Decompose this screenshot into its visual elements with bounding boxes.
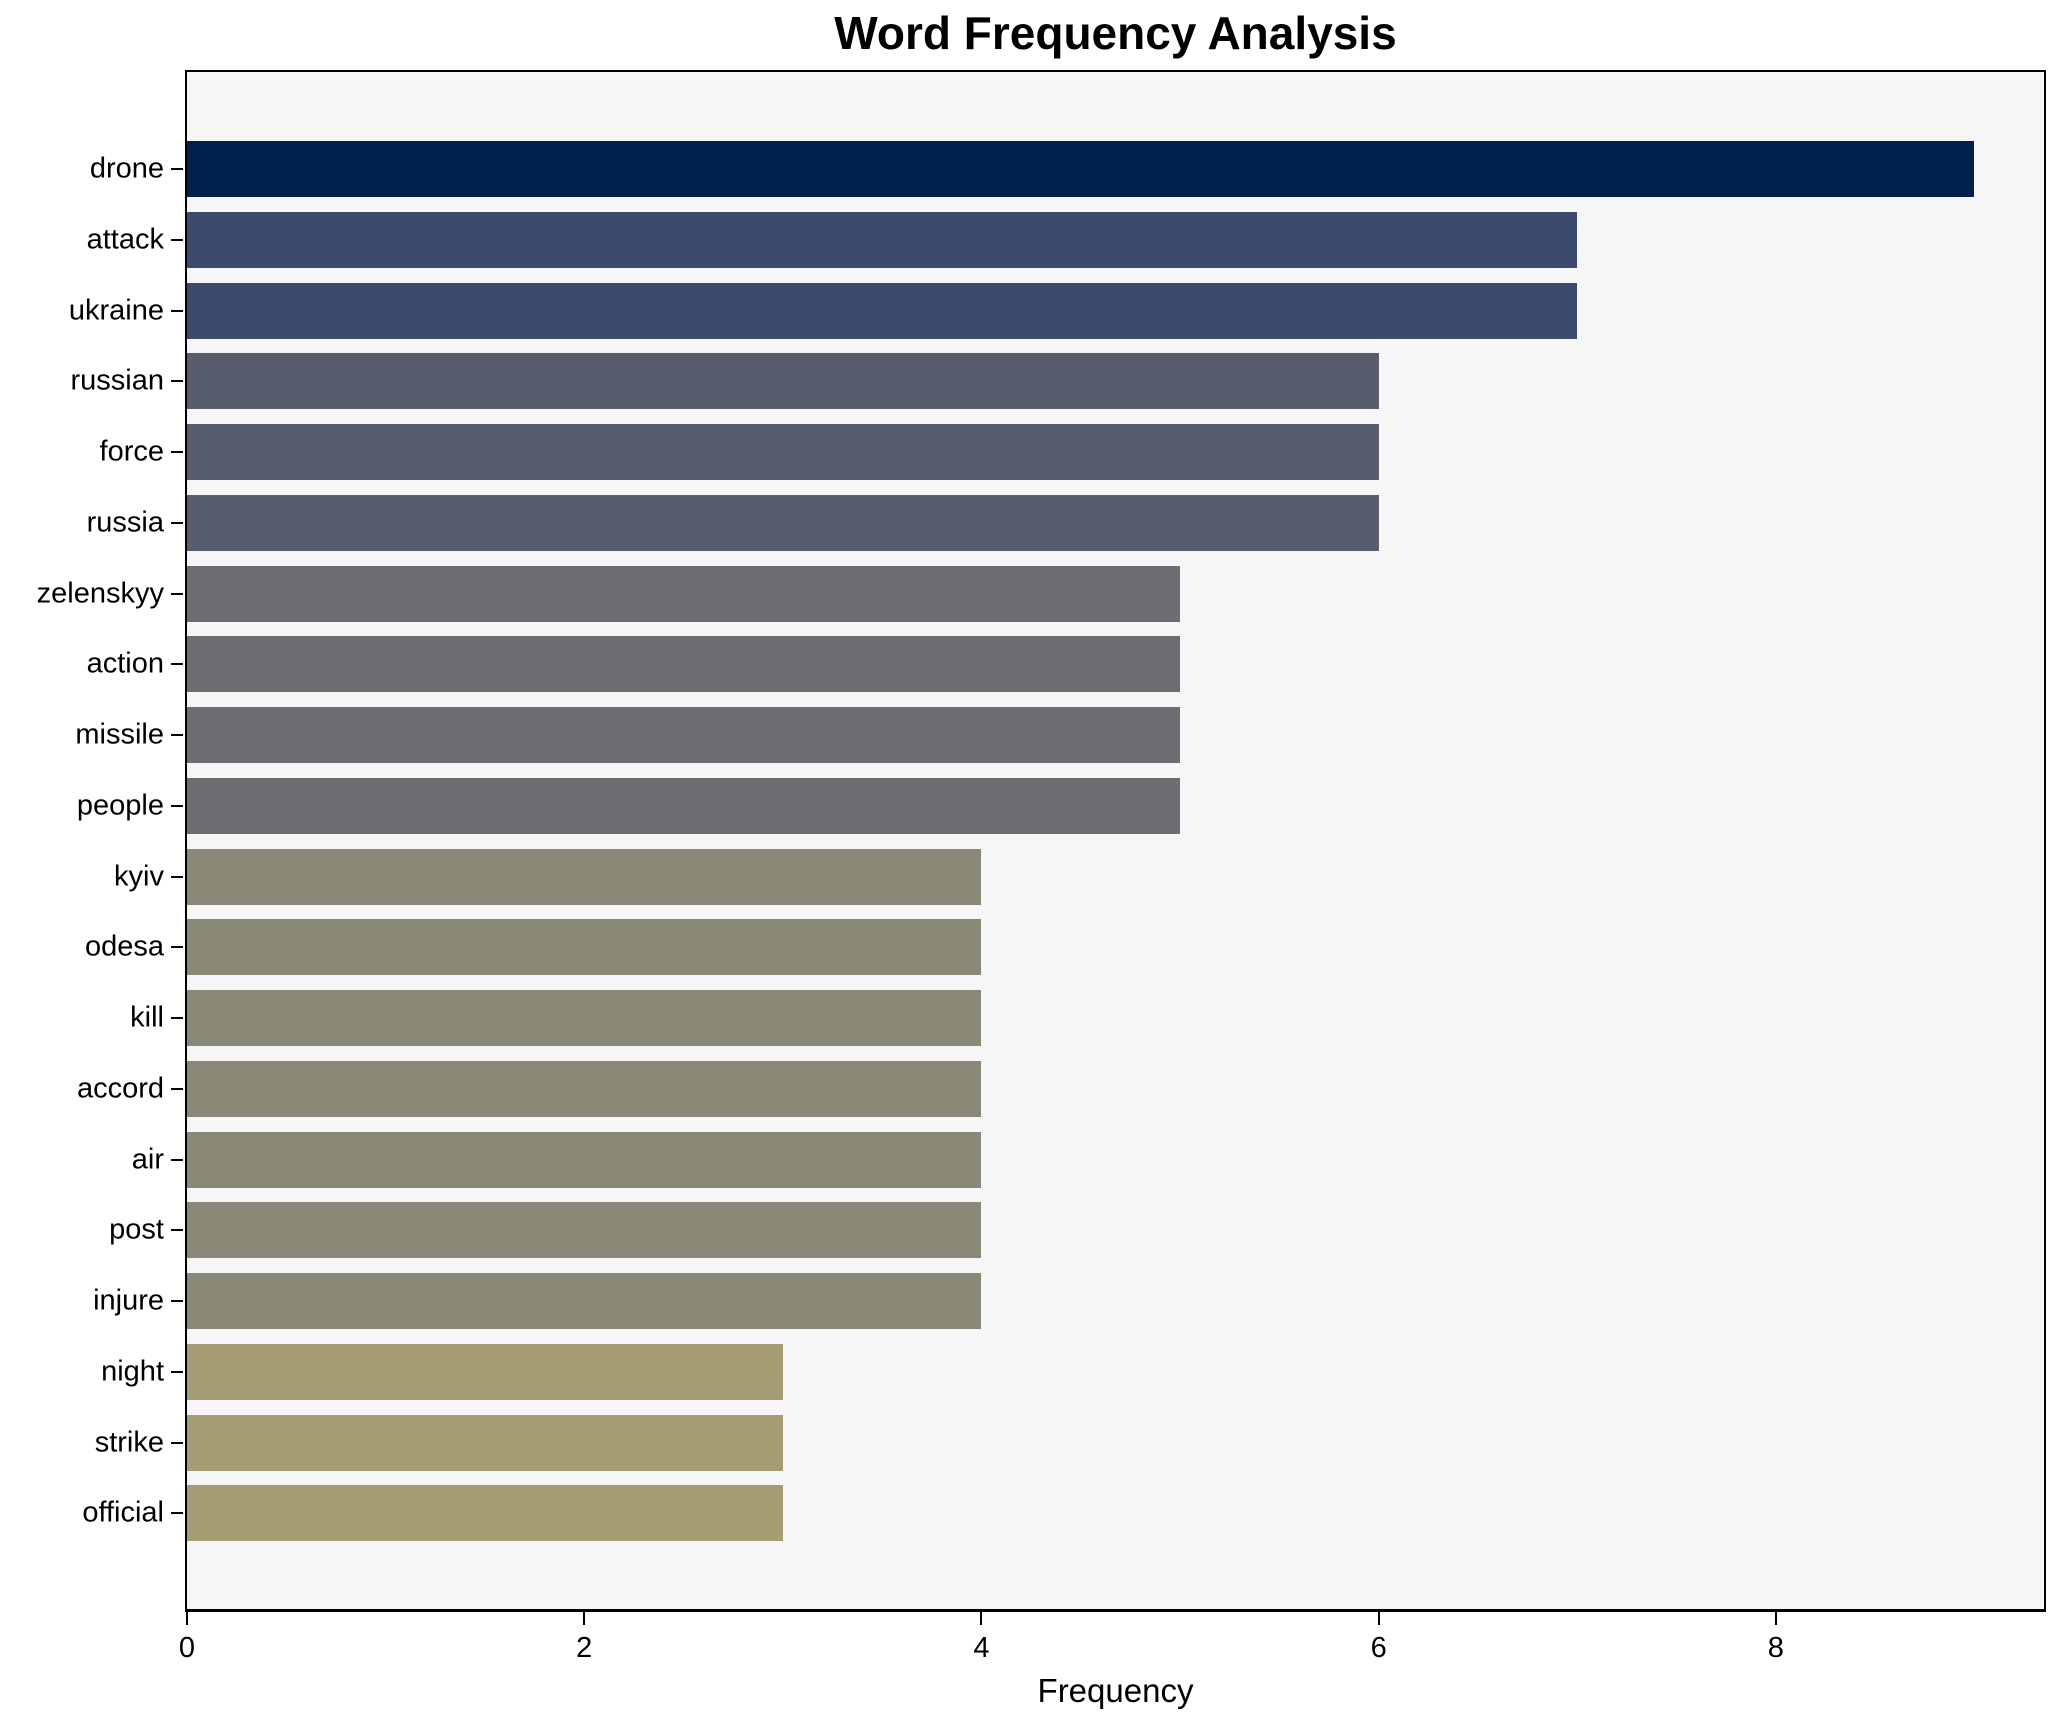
- y-tick-label-russia: russia: [86, 506, 164, 539]
- bar-russia: [187, 494, 1379, 551]
- y-tick-label-action: action: [86, 647, 164, 680]
- bar-injure: [187, 1273, 982, 1329]
- y-tick-label-zelenskyy: zelenskyy: [36, 577, 164, 609]
- y-tick-label-strike: strike: [94, 1426, 164, 1458]
- y-tick-mark: [171, 238, 183, 241]
- y-tick-mark: [171, 734, 183, 736]
- y-tick-mark: [171, 875, 183, 878]
- x-tick-mark: [186, 1612, 188, 1625]
- y-tick-label-missile: missile: [75, 718, 164, 751]
- y-tick-label-force: force: [99, 435, 164, 468]
- x-tick-label-2: 2: [576, 1632, 593, 1664]
- y-tick-label-official: official: [82, 1496, 164, 1529]
- y-tick-mark: [171, 451, 183, 453]
- bar-missile: [187, 707, 1181, 763]
- x-tick-label-0: 0: [178, 1632, 196, 1664]
- y-tick-mark: [171, 1512, 183, 1515]
- bar-people: [187, 777, 1181, 834]
- bar-post: [187, 1202, 982, 1259]
- y-tick-label-post: post: [109, 1213, 164, 1246]
- chart-title: Word Frequency Analysis: [834, 7, 1397, 59]
- y-tick-label-drone: drone: [89, 152, 164, 185]
- y-tick-label-air: air: [131, 1143, 164, 1175]
- bar-kyiv: [187, 848, 982, 905]
- plot-area: [185, 70, 2046, 1612]
- bar-action: [187, 636, 1181, 693]
- y-tick-label-odesa: odesa: [84, 930, 164, 963]
- bar-odesa: [187, 919, 982, 976]
- bar-ukraine: [187, 282, 1578, 339]
- x-tick-mark: [1377, 1612, 1380, 1625]
- y-tick-mark: [171, 1017, 183, 1019]
- y-tick-mark: [171, 1158, 183, 1161]
- y-tick-mark: [171, 946, 183, 949]
- x-tick-label-4: 4: [973, 1632, 990, 1664]
- bar-air: [187, 1131, 982, 1188]
- y-tick-mark: [171, 663, 183, 666]
- bar-force: [187, 424, 1379, 480]
- x-tick-mark: [980, 1612, 983, 1625]
- bar-attack: [187, 211, 1578, 268]
- y-tick-label-attack: attack: [86, 223, 164, 256]
- y-tick-mark: [171, 1370, 183, 1373]
- bar-zelenskyy: [187, 565, 1181, 622]
- y-tick-label-kill: kill: [130, 1001, 164, 1034]
- y-tick-mark: [171, 1300, 183, 1302]
- y-tick-mark: [171, 168, 183, 170]
- y-tick-mark: [171, 1441, 183, 1444]
- bar-night: [187, 1343, 783, 1400]
- y-tick-label-accord: accord: [76, 1072, 164, 1105]
- y-tick-label-russian: russian: [70, 364, 165, 397]
- x-tick-mark: [1774, 1612, 1777, 1625]
- x-axis-label: Frequency: [1037, 1672, 1194, 1709]
- bar-accord: [187, 1060, 982, 1117]
- y-tick-mark: [171, 309, 183, 312]
- y-tick-label-ukraine: ukraine: [68, 294, 164, 326]
- y-tick-label-night: night: [101, 1355, 164, 1388]
- bar-strike: [187, 1414, 783, 1471]
- y-tick-label-kyiv: kyiv: [114, 860, 164, 892]
- y-tick-mark: [171, 1229, 183, 1232]
- bar-kill: [187, 990, 982, 1046]
- y-tick-mark: [171, 521, 183, 524]
- y-tick-label-injure: injure: [93, 1284, 164, 1317]
- y-tick-mark: [171, 592, 183, 595]
- y-tick-label-people: people: [76, 789, 164, 822]
- x-tick-label-6: 6: [1370, 1632, 1387, 1664]
- x-tick-label-8: 8: [1767, 1632, 1784, 1664]
- bar-drone: [187, 141, 1975, 197]
- y-tick-mark: [171, 380, 183, 383]
- x-tick-mark: [583, 1612, 586, 1625]
- y-tick-mark: [171, 1087, 183, 1090]
- bar-russian: [187, 353, 1379, 410]
- y-tick-mark: [171, 804, 183, 807]
- bar-official: [187, 1485, 783, 1542]
